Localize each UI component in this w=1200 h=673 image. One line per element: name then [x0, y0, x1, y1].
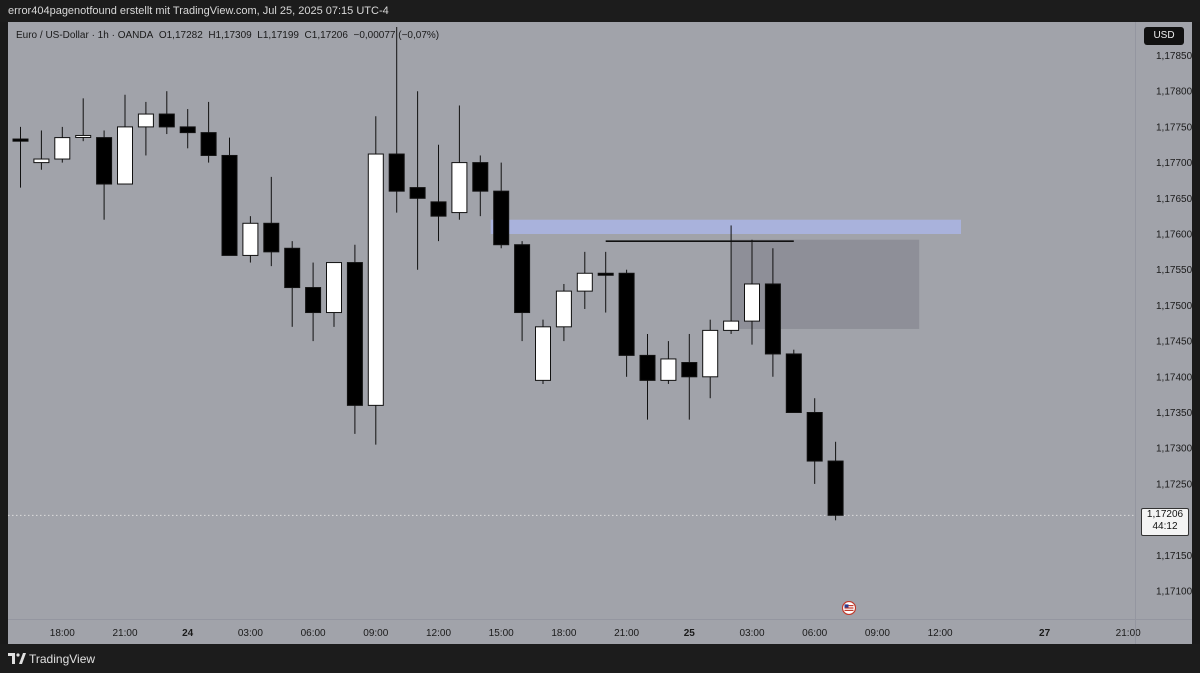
candle-body: [764, 283, 781, 355]
candle-body: [326, 262, 342, 314]
time-axis-label: 21:00: [1116, 628, 1141, 639]
price-axis-label: 1,17400: [1156, 372, 1192, 383]
candle-body: [263, 222, 280, 253]
candle-body: [451, 162, 468, 214]
gray-zone: [731, 239, 920, 329]
attribution-text: error404pagenotfound erstellt mit Tradin…: [8, 5, 389, 17]
candle-body: [96, 137, 113, 185]
ohlc-low: L1,17199: [257, 30, 299, 41]
blue-zone: [490, 219, 961, 234]
time-axis-label: 12:00: [928, 628, 953, 639]
ohlc-high: H1,17309: [208, 30, 252, 41]
candle-body: [33, 158, 50, 164]
price-axis-label: 1,17650: [1156, 194, 1192, 205]
time-axis-label: 12:00: [426, 628, 451, 639]
price-axis-separator: [1135, 22, 1136, 644]
price-axis-label: 1,17750: [1156, 122, 1192, 133]
candle-body: [555, 290, 572, 328]
price-axis-label: 1,17350: [1156, 408, 1192, 419]
bar-countdown: 44:12: [1152, 521, 1178, 532]
candlestick-chart[interactable]: 1,17850 1,17800 1,17750 1,17700 1,17650 1,176…: [8, 22, 1192, 644]
time-axis-separator: [8, 619, 1192, 620]
candle-body: [472, 162, 489, 192]
candle-body: [660, 358, 677, 381]
candle-body: [785, 353, 802, 413]
price-axis-label: 1,17450: [1156, 337, 1192, 348]
price-axis-label: 1,17250: [1156, 479, 1192, 490]
symbol-legend: Euro / US-Dollar · 1h · OANDA O1,17282 H…: [16, 30, 439, 41]
candle-body: [221, 154, 238, 256]
candle-body: [367, 153, 384, 406]
price-change: −0,00077 (−0,07%): [353, 30, 440, 41]
time-axis-label: 18:00: [551, 628, 576, 639]
time-axis-label: 15:00: [489, 628, 514, 639]
candle-body: [388, 153, 405, 192]
us-flag-icon[interactable]: [842, 601, 856, 615]
chart-panel[interactable]: 1,17850 1,17800 1,17750 1,17700 1,17650 1,176…: [8, 22, 1192, 644]
time-axis-label: 25: [684, 628, 696, 639]
candle-body: [723, 320, 740, 331]
time-axis-label: 27: [1039, 628, 1051, 639]
footer-bar: TradingView: [0, 644, 1200, 673]
candle-body: [702, 329, 719, 378]
candle-body: [827, 460, 844, 516]
price-axis-label: 1,17150: [1156, 551, 1192, 562]
candle-body: [806, 412, 823, 462]
candle-body: [597, 272, 614, 276]
tradingview-logo-icon: [8, 653, 26, 664]
price-axis-label: 1,17850: [1156, 51, 1192, 62]
ohlc-open: O1,17282: [158, 30, 203, 41]
attribution-bar: error404pagenotfound erstellt mit Tradin…: [0, 0, 1200, 22]
time-axis-label: 21:00: [614, 628, 639, 639]
candle-body: [284, 247, 301, 289]
candle-body: [137, 113, 154, 128]
candle-body: [305, 287, 322, 314]
price-axis-label: 1,17300: [1156, 444, 1192, 455]
candle-body: [514, 244, 531, 314]
time-axis-label: 09:00: [865, 628, 890, 639]
candle-body: [639, 354, 656, 381]
candle-body: [618, 272, 635, 356]
time-axis-label: 21:00: [112, 628, 137, 639]
price-axis-label: 1,17700: [1156, 158, 1192, 169]
time-axis-label: 18:00: [50, 628, 75, 639]
candle-body: [346, 262, 363, 406]
candle-body: [493, 190, 510, 246]
candle-body: [75, 134, 92, 138]
candle-body: [200, 132, 217, 156]
candle-body: [681, 362, 698, 378]
currency-button[interactable]: USD: [1144, 27, 1184, 45]
symbol-name: Euro / US-Dollar · 1h · OANDA: [16, 30, 154, 41]
candle-body: [409, 187, 426, 199]
price-axis-label: 1,17550: [1156, 265, 1192, 276]
candle-body: [242, 222, 259, 256]
candle-body: [12, 138, 29, 142]
candle-body: [576, 272, 593, 292]
brand-name: TradingView: [29, 652, 96, 666]
time-axis-label: 09:00: [363, 628, 388, 639]
time-axis-label: 03:00: [238, 628, 263, 639]
candle-body: [117, 126, 133, 185]
time-axis-label: 06:00: [301, 628, 326, 639]
last-price-value: 1,17206: [1146, 509, 1184, 520]
candle-body: [179, 126, 196, 134]
price-axis-label: 1,17100: [1156, 587, 1192, 598]
candle-body: [158, 113, 175, 128]
price-axis-label: 1,17600: [1156, 230, 1192, 241]
price-axis-label: 1,17800: [1156, 87, 1192, 98]
candle-body: [54, 137, 71, 160]
price-axis-label: 1,17500: [1156, 301, 1192, 312]
time-axis-label: 06:00: [802, 628, 827, 639]
candle-body: [430, 201, 447, 217]
last-price-label: 1,17206 44:12: [1141, 508, 1189, 536]
time-axis-label: 24: [182, 628, 194, 639]
candle-body: [744, 283, 760, 322]
ohlc-close: C1,17206: [304, 30, 348, 41]
time-axis-label: 03:00: [739, 628, 764, 639]
candle-body: [535, 326, 551, 381]
